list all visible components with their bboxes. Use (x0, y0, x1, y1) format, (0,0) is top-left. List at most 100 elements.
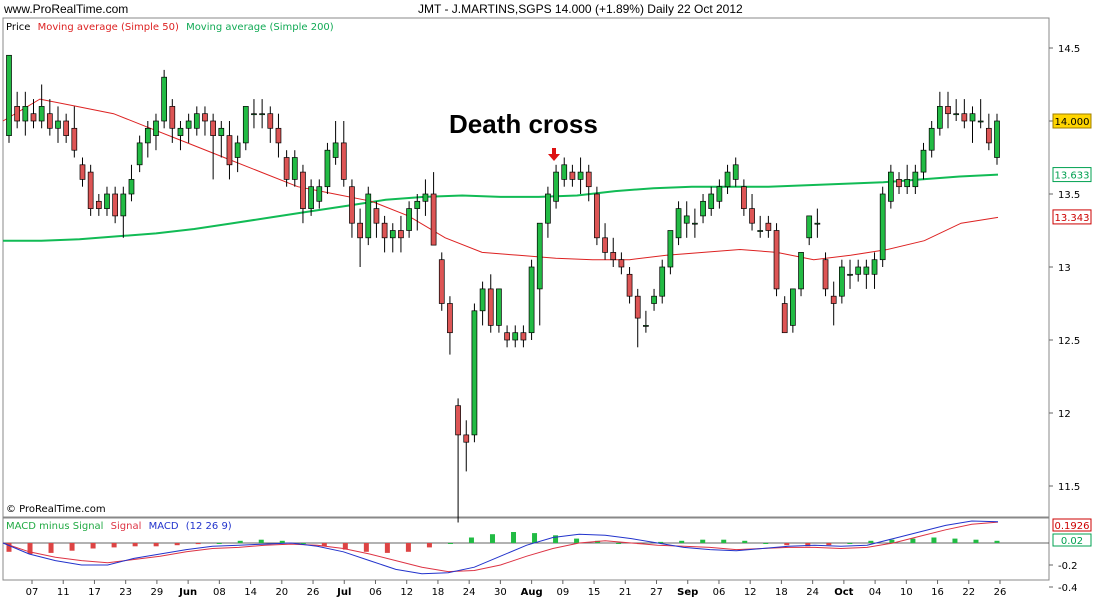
candle-body (626, 273, 633, 297)
candle (422, 179, 429, 216)
x-axis-label: 17 (88, 587, 101, 598)
macd-hist-bar (658, 541, 664, 543)
price-badge-box (1052, 113, 1092, 129)
candle-body (920, 149, 927, 173)
candle-body (316, 186, 323, 202)
macd-axis-label: -0.2 (1058, 561, 1078, 572)
price-axis-label: 12.5 (1058, 336, 1080, 347)
macd-line (2, 520, 999, 575)
candle-body (128, 179, 135, 195)
x-axis-label: 23 (119, 587, 132, 598)
x-axis-label: 16 (931, 587, 944, 598)
macd-hist-bar (111, 543, 117, 548)
candle-body (871, 259, 878, 275)
macd-hist-bar (27, 543, 33, 554)
x-axis-label: 20 (275, 587, 288, 598)
price-badge-box (1052, 167, 1092, 183)
candle (22, 91, 29, 136)
candle-body (536, 222, 543, 290)
candle (332, 121, 339, 165)
candle (936, 91, 943, 136)
candle (259, 99, 265, 129)
macd-hist-bar (174, 543, 180, 546)
candle-body (275, 127, 282, 144)
x-axis-label: 29 (151, 587, 164, 598)
legend-macd: MACD (149, 521, 179, 532)
candle-body (487, 288, 494, 326)
candle (234, 135, 241, 173)
candle-body (634, 295, 641, 319)
candle-body (479, 288, 486, 312)
macd-hist-bar (489, 534, 495, 543)
candle (504, 325, 510, 348)
price-panel-legend: Price Moving average (Simple 50) Moving … (6, 22, 334, 33)
candle (112, 186, 118, 224)
candle-body (46, 113, 53, 129)
macd-hist-bar (763, 543, 769, 544)
candle-body (504, 332, 510, 341)
candle-body (455, 405, 461, 436)
macd-badge-box (1052, 533, 1092, 547)
price-badge-box (1052, 209, 1092, 225)
candle-body (569, 171, 576, 180)
price-axis-label: 11.5 (1058, 482, 1080, 493)
x-axis-label: 04 (869, 587, 882, 598)
candle (683, 201, 690, 238)
candle-body (447, 303, 453, 334)
candle-body (136, 142, 143, 166)
candle (267, 106, 274, 143)
candle (765, 215, 772, 238)
candle (822, 252, 829, 297)
candle (177, 121, 184, 151)
candle-body (757, 230, 764, 232)
candle-body (585, 171, 592, 188)
candle (136, 135, 143, 173)
x-axis-label: 12 (744, 587, 757, 598)
x-axis-label: Jun (178, 587, 197, 598)
candle (667, 230, 674, 275)
legend-macd-hist: MACD minus Signal (6, 521, 103, 532)
candle-body (193, 113, 200, 129)
candle-body (953, 113, 960, 116)
macd-panel-frame (2, 517, 1050, 581)
candle (896, 172, 902, 194)
candle (724, 164, 731, 194)
candle-body (267, 113, 274, 129)
macd-hist-bar (342, 543, 348, 550)
candle-body (95, 200, 102, 209)
macd-hist-bar (868, 540, 874, 543)
legend-signal: Signal (111, 521, 142, 532)
candle (945, 91, 951, 129)
candle (569, 164, 576, 187)
candle (291, 150, 298, 187)
macd-hist-bar (721, 539, 727, 543)
price-badge-text: 13.633 (1055, 171, 1090, 182)
candle-body (602, 237, 608, 253)
macd-hist-bar (468, 537, 474, 543)
candle-body (610, 252, 617, 261)
candle-body (724, 171, 731, 188)
candle (161, 69, 167, 129)
candle (340, 121, 347, 187)
site-label: www.ProRealTime.com (4, 2, 129, 16)
candle (63, 113, 70, 143)
macd-axis-label: -0.4 (1058, 583, 1078, 594)
macd-hist-bar (931, 537, 937, 543)
legend-ma200: Moving average (Simple 200) (186, 22, 334, 33)
candle-body (79, 164, 86, 180)
candle (398, 215, 404, 253)
x-axis-label: 11 (57, 587, 70, 598)
candle (55, 106, 61, 143)
candle (349, 179, 355, 238)
candle (528, 259, 535, 340)
candle-body (389, 230, 396, 239)
candle-body (520, 332, 527, 341)
watermark: © ProRealTime.com (6, 504, 106, 515)
macd-hist-bar (847, 543, 853, 544)
x-axis-label: 22 (962, 587, 975, 598)
macd-badge-text: 0.02 (1061, 536, 1083, 547)
macd-badge: 0.02 (1052, 533, 1092, 547)
candle (585, 164, 592, 202)
candle-body (528, 266, 535, 334)
candle (994, 113, 1000, 165)
